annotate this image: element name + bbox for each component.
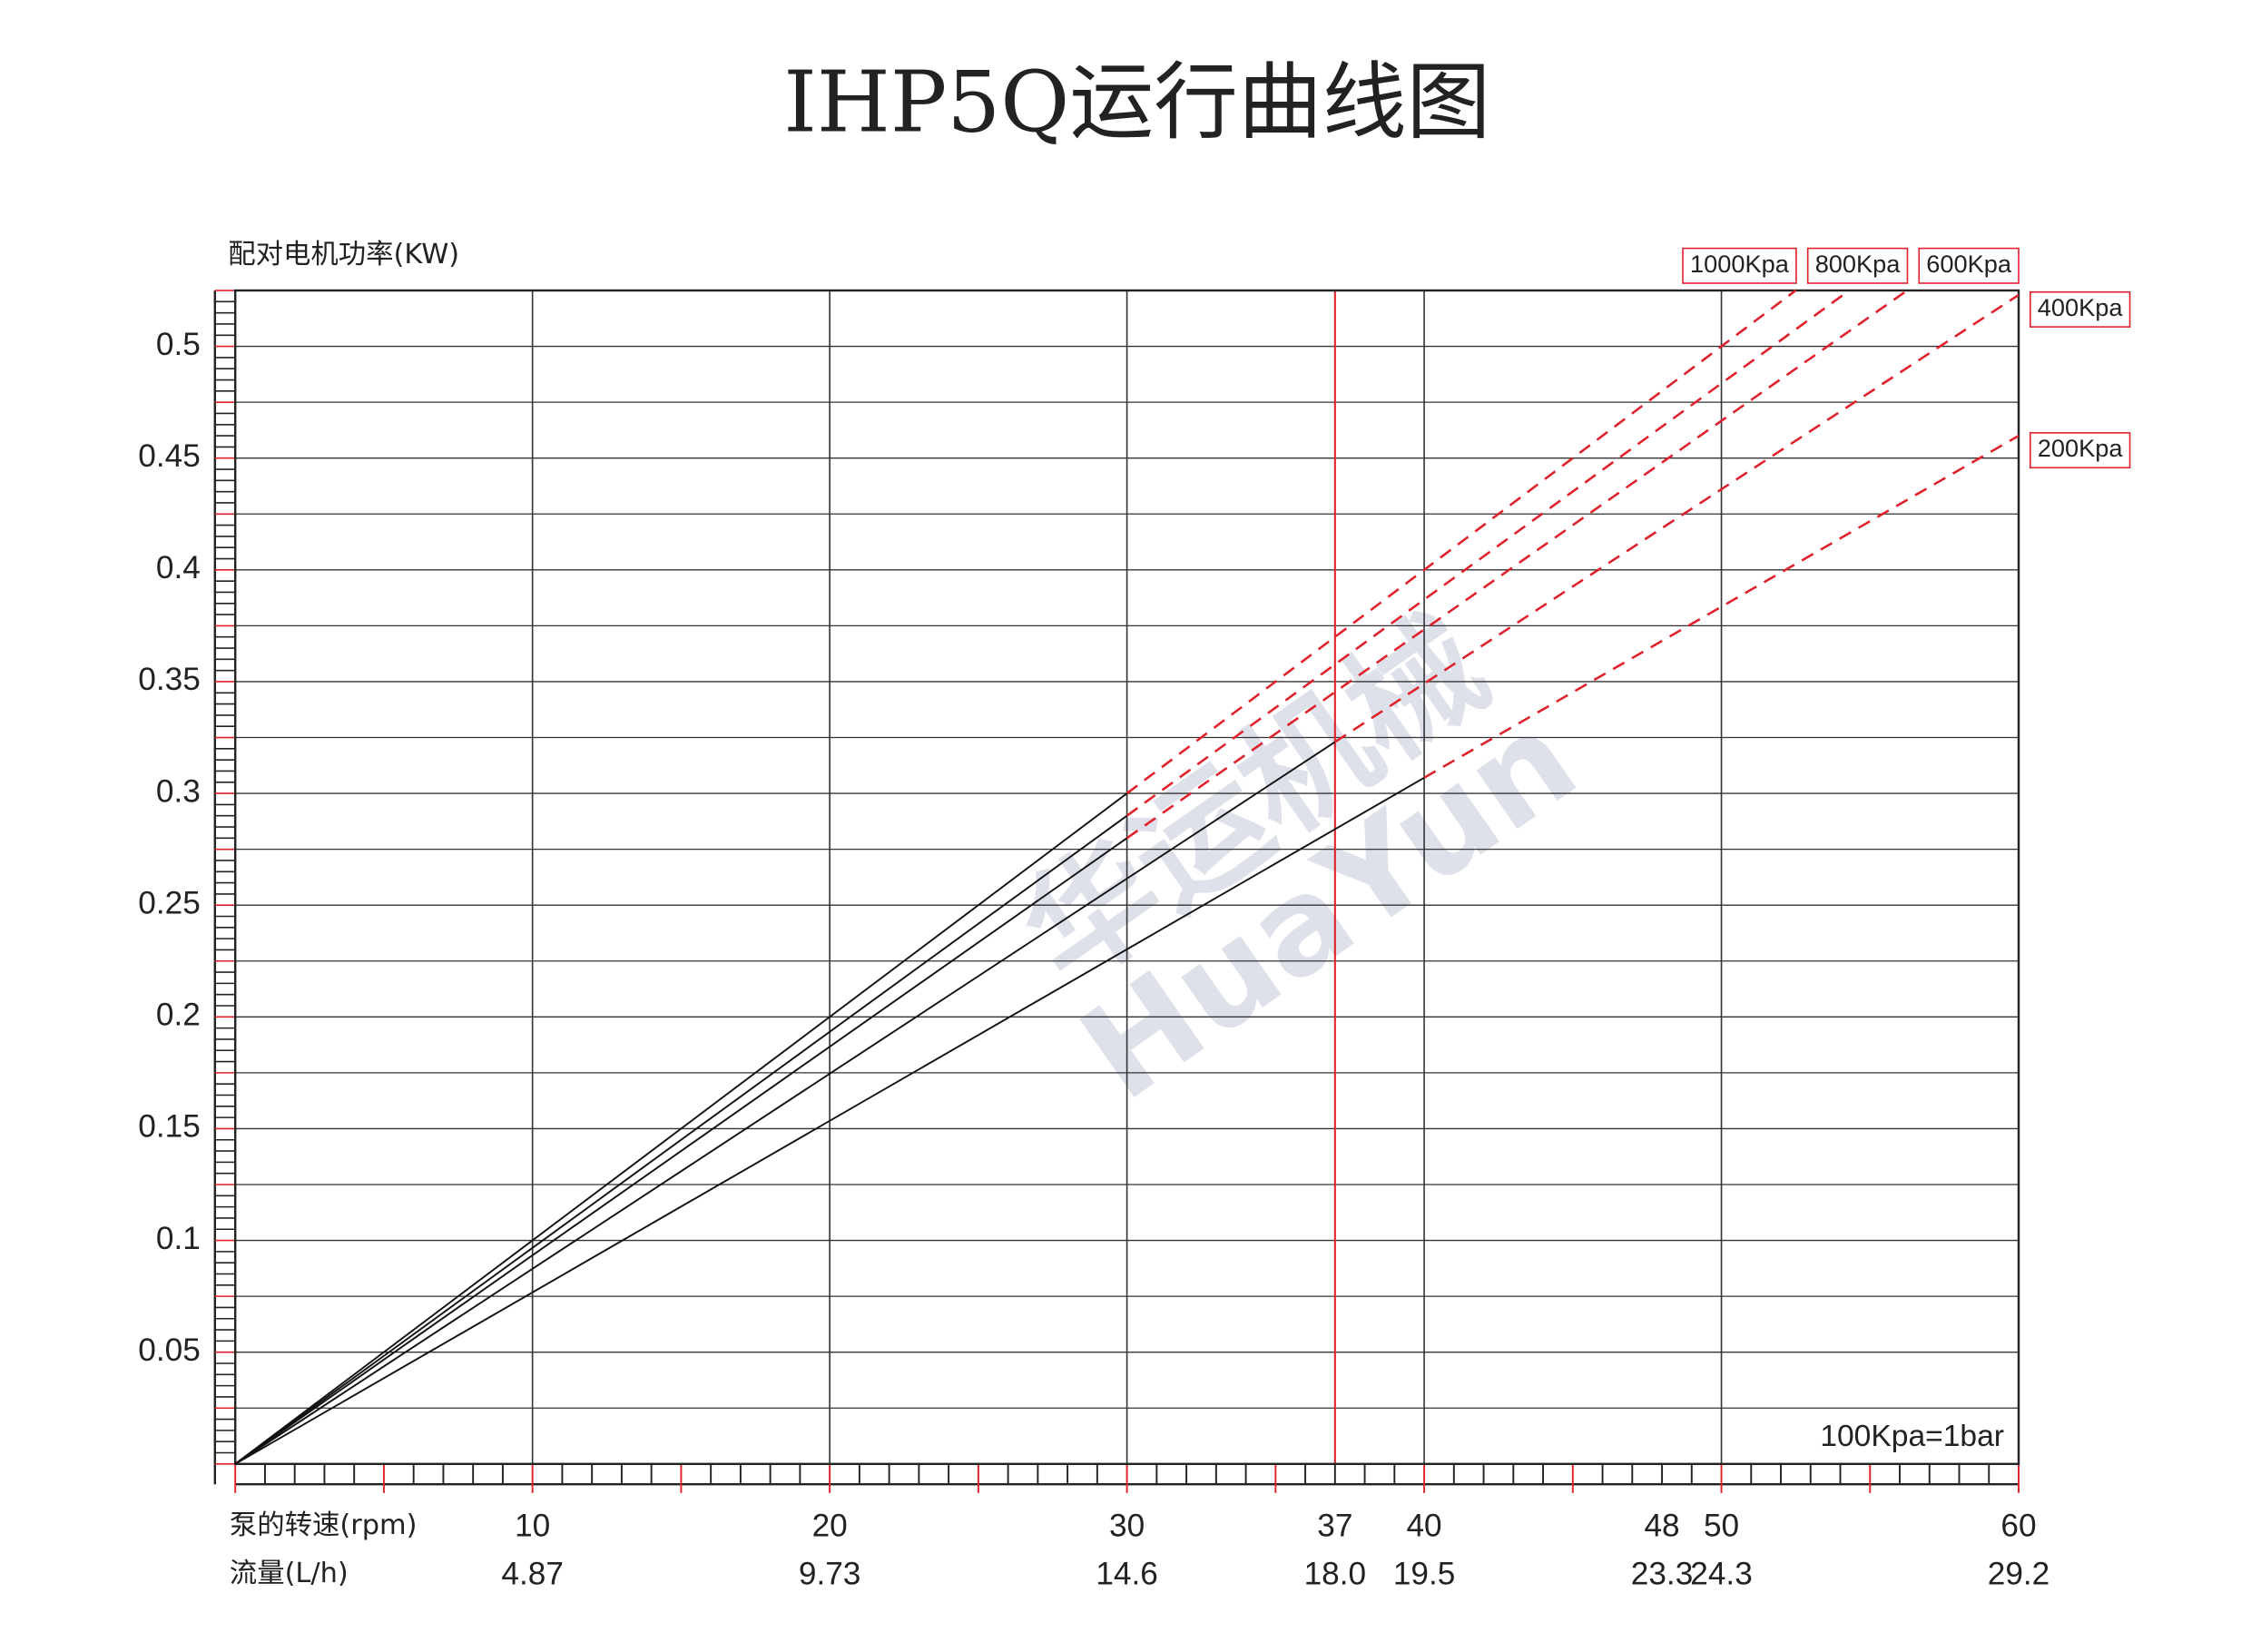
legend-box [2030,290,2131,328]
series-line [234,837,1128,1465]
legend-entry: 600Kpa [1918,247,2020,284]
x-tick-label: 10 [515,1508,550,1543]
chart-title: IHP5Q运行曲线图 [783,53,1490,151]
y-tick-label: 0.25 [138,885,201,920]
flow-tick-label: 19.5 [1393,1556,1456,1591]
legend-label: 1000Kpa [1690,250,1790,278]
series-line [234,814,1128,1465]
legend-box [1918,247,2020,284]
legend-entry: 800Kpa [1806,247,1909,284]
flow-tick-label: 18.0 [1304,1556,1367,1591]
y-tick-label: 0.45 [138,438,201,474]
x-tick-label: 30 [1109,1508,1145,1543]
x-tick-label: 37 [1317,1508,1352,1543]
y-tick-label: 0.5 [156,327,201,362]
y-tick-label: 0.3 [156,773,201,809]
x-tick-label: 50 [1704,1508,1739,1543]
series-line [234,741,1336,1465]
flow-label: 流量(L/h) [230,1558,349,1589]
y-tick-label: 0.05 [138,1332,201,1368]
series-line [1423,434,2020,779]
legend-entry: 1000Kpa [1682,247,1797,284]
flow-tick-label: 9.73 [799,1556,861,1591]
y-tick-label: 0.4 [156,550,201,585]
legend-label: 400Kpa [2038,293,2124,321]
y-tick-label: 0.1 [156,1221,201,1256]
flow-tick-label: 29.2 [1988,1556,2050,1591]
series-line [1126,289,1851,817]
legend-entry: 200Kpa [2030,432,2131,469]
x-tick-label: 20 [812,1508,848,1543]
plot-frame [234,289,2020,1466]
y-tick-label: 0.35 [138,662,201,697]
legend-box [1806,247,1909,284]
x-tick-label: 40 [1406,1508,1441,1543]
flow-tick-label: 4.87 [501,1556,564,1591]
y-axis-label: 配对电机功率(KW) [228,239,459,270]
x-tick-label: 48 [1644,1508,1679,1543]
series-line [1126,289,1797,795]
series-line [1126,289,1908,840]
x-tick-label: 60 [2000,1508,2036,1543]
legend-label: 800Kpa [1815,250,1902,278]
series-line [234,776,1425,1465]
legend-box [2030,432,2131,469]
legend-label: 200Kpa [2038,434,2124,462]
x-axis-label: 泵的转速(rpm) [230,1509,418,1541]
y-tick-label: 0.15 [138,1109,201,1145]
flow-tick-label: 23.3 [1631,1556,1694,1591]
legend-entry: 400Kpa [2030,290,2131,328]
legend-label: 600Kpa [1926,250,2012,278]
note: 100Kpa=1bar [1820,1420,2004,1453]
flow-tick-label: 14.6 [1096,1556,1158,1591]
series-line [234,792,1128,1465]
legend-box [1682,247,1797,284]
series-line [1334,293,2020,743]
y-tick-label: 0.2 [156,998,201,1033]
flow-tick-label: 24.3 [1690,1556,1753,1591]
